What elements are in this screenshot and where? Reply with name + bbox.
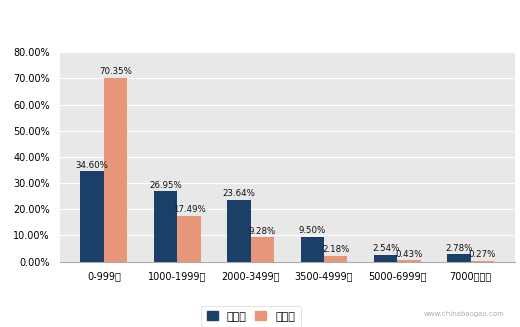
Text: 0.43%: 0.43% — [395, 250, 423, 259]
Text: 17.49%: 17.49% — [173, 205, 205, 214]
Text: 2018 年上半年线空气净化器不同价格区间零售额和零售量占比: 2018 年上半年线空气净化器不同价格区间零售额和零售量占比 — [137, 14, 383, 28]
Text: 0.27%: 0.27% — [469, 250, 496, 259]
Text: 2.18%: 2.18% — [322, 245, 349, 254]
Bar — [177, 216, 201, 262]
Text: 70.35%: 70.35% — [99, 67, 132, 76]
Bar — [447, 254, 471, 262]
Text: 9.50%: 9.50% — [298, 226, 326, 235]
Bar — [227, 200, 251, 262]
Text: 34.60%: 34.60% — [76, 161, 109, 169]
Text: 26.95%: 26.95% — [149, 181, 182, 190]
Text: 9.28%: 9.28% — [249, 227, 276, 236]
Legend: 零售额, 零售量: 零售额, 零售量 — [201, 306, 301, 327]
Text: 2.54%: 2.54% — [372, 244, 399, 253]
Bar — [81, 171, 104, 262]
Bar — [324, 256, 347, 262]
Text: www.chinabaogao.com: www.chinabaogao.com — [424, 311, 504, 317]
Bar — [251, 237, 274, 262]
Bar — [471, 261, 494, 262]
Bar — [301, 237, 324, 262]
Bar — [104, 77, 127, 262]
Text: 23.64%: 23.64% — [223, 189, 255, 198]
Bar — [154, 191, 177, 262]
Bar — [397, 261, 421, 262]
Bar — [374, 255, 397, 262]
Text: 2.78%: 2.78% — [445, 244, 473, 253]
